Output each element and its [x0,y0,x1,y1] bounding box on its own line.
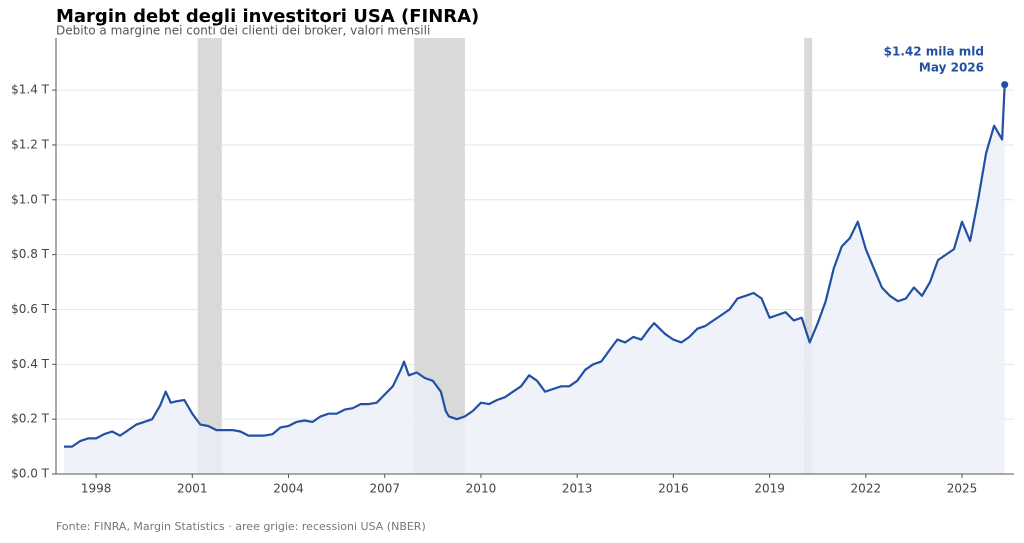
x-tick-label: 2007 [369,482,400,496]
y-tick-label: $0.2 T [11,412,50,426]
annotation: $1.42 mila mld [884,45,984,59]
source-note: Fonte: FINRA, Margin Statistics · aree g… [56,520,426,533]
x-tick-label: 2016 [658,482,689,496]
area [64,84,1005,474]
y-tick-label: $1.0 T [11,192,50,206]
x-tick-label: 1998 [81,482,112,496]
y-tick-label: $1.2 T [11,137,50,151]
x-tick-label: 2004 [273,482,304,496]
x-tick-label: 2019 [754,482,785,496]
annotation: May 2026 [919,61,984,75]
chart-subtitle: Debito a margine nei conti dei clienti d… [56,24,430,38]
line [64,84,1006,448]
chart-title: Margin debt degli investitori USA (FINRA… [56,6,479,27]
x-tick-label: 2001 [177,482,208,496]
recession-band [804,38,813,474]
recession-band [197,38,222,474]
y-tick-label: $0.4 T [11,357,50,371]
plot-area: $0.0 T $0.2 T $0.4 T $0.6 T $0.8 T $1.0 T $1.2… [11,38,1014,496]
y-tick-label: $1.4 T [11,83,50,97]
y-tick-label: $0.6 T [11,302,50,316]
x-tick-label: 2013 [562,482,593,496]
x-tick-label: 2025 [947,482,978,496]
x-tick-label: 2010 [466,482,497,496]
y-tick-label: $0.0 T [11,467,50,481]
y-tick-label: $0.8 T [11,247,50,261]
last-point [1001,81,1009,89]
x-tick-label: 2022 [851,482,882,496]
